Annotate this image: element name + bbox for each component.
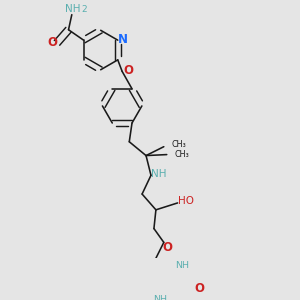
Text: O: O	[195, 282, 205, 295]
Text: CH₃: CH₃	[172, 140, 186, 149]
Text: CH₃: CH₃	[174, 149, 189, 158]
Text: NH: NH	[65, 4, 81, 14]
Text: N: N	[118, 33, 128, 46]
Text: NH: NH	[151, 169, 167, 179]
Text: 2: 2	[82, 5, 87, 14]
Text: O: O	[162, 241, 172, 254]
Text: NH: NH	[153, 295, 167, 300]
Text: HO: HO	[178, 196, 194, 206]
Text: O: O	[47, 36, 57, 49]
Text: NH: NH	[175, 261, 189, 270]
Text: O: O	[123, 64, 134, 77]
